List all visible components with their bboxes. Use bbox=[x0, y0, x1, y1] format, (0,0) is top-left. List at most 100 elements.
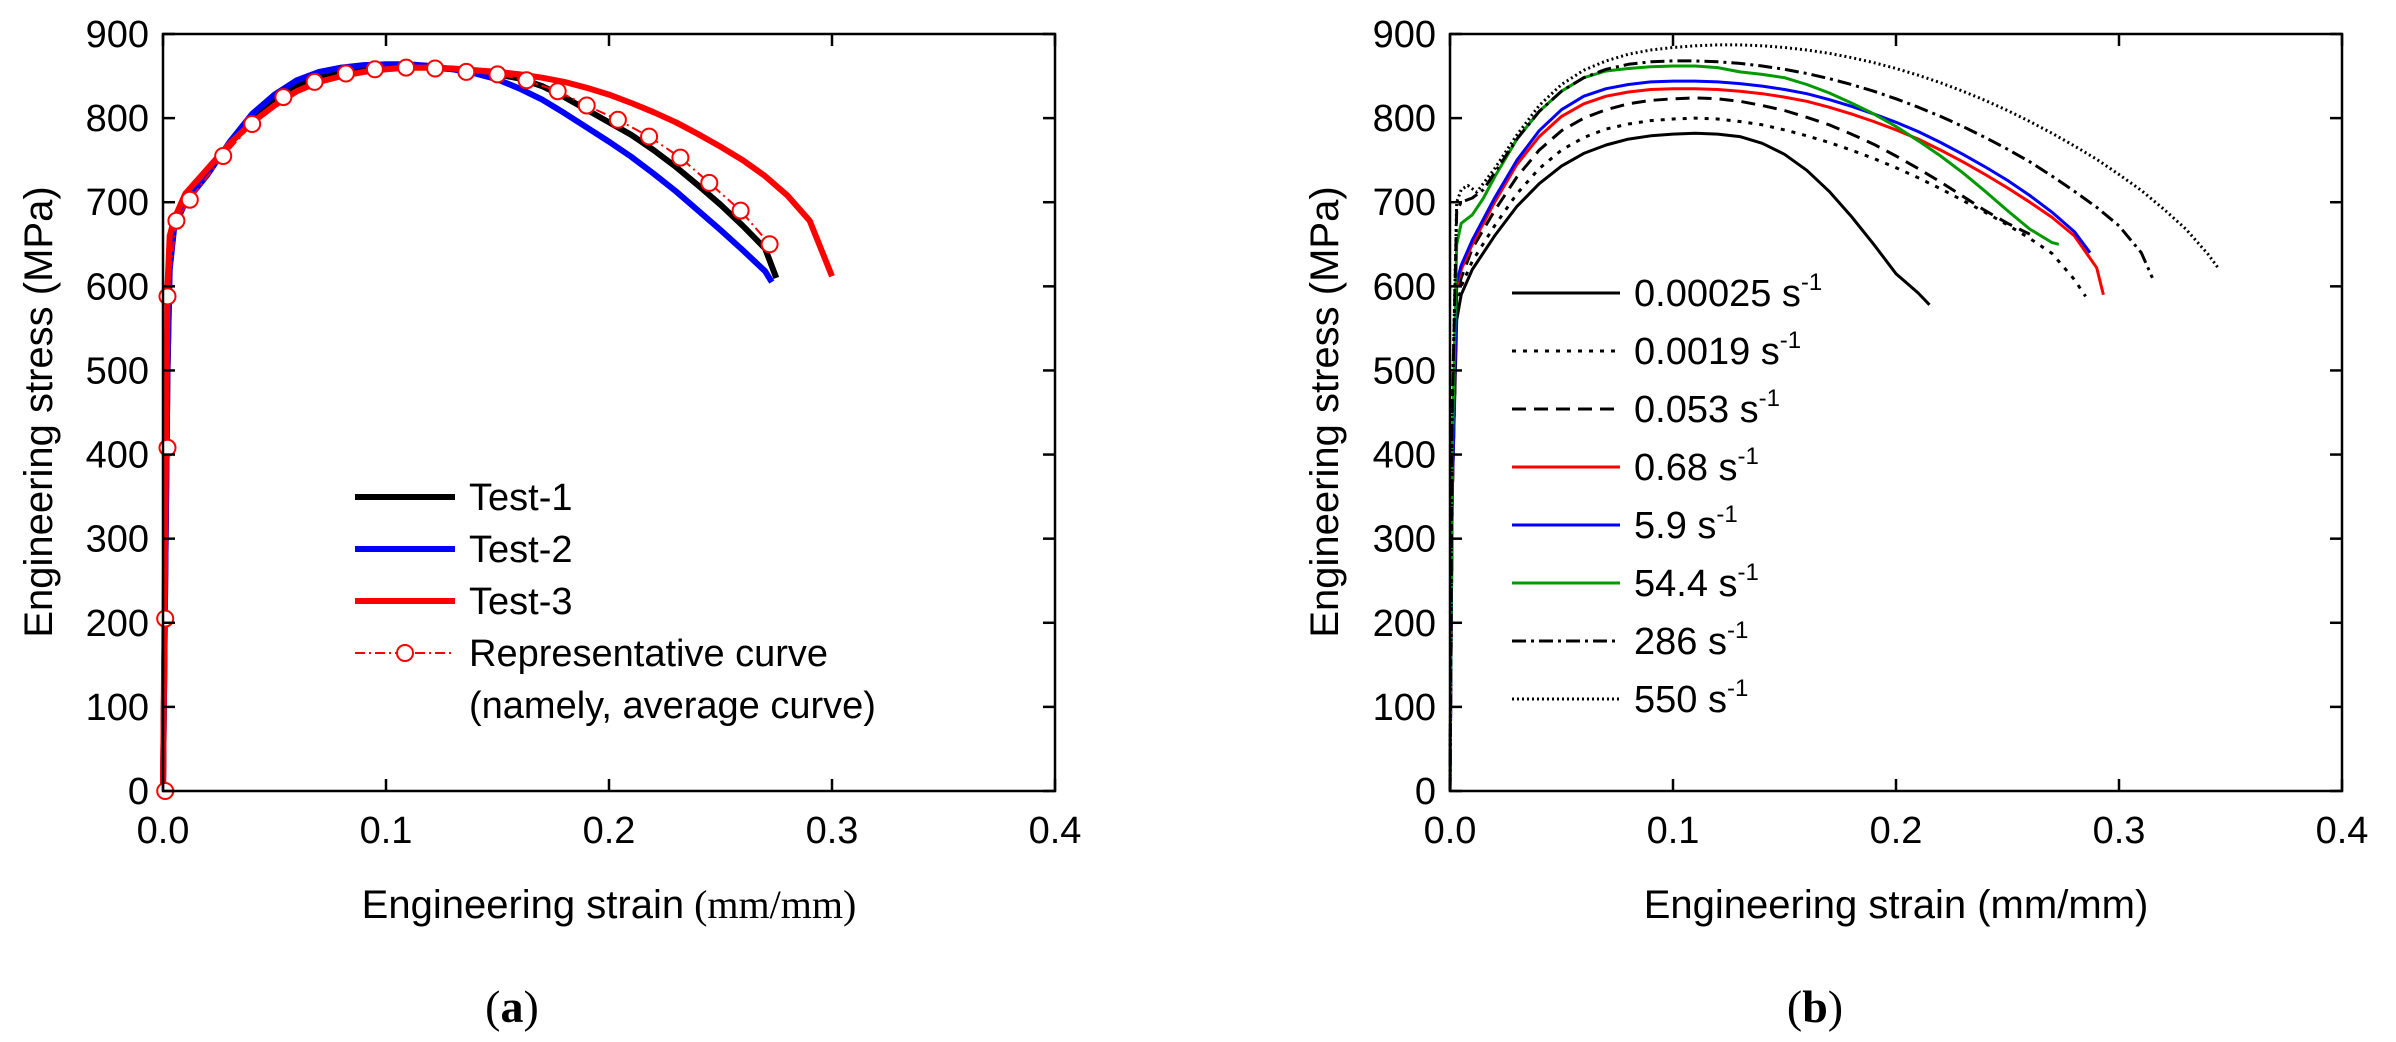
panel-b-legend-label-sup-5: -1 bbox=[1738, 559, 1759, 586]
panel-b-y-tick-label: 100 bbox=[1373, 687, 1436, 729]
panel-b-legend-label-sup-0: -1 bbox=[1801, 269, 1822, 296]
panel-a-y-tick-label: 800 bbox=[86, 98, 149, 140]
panel-b-legend-label-4: 5.9 s-1 bbox=[1634, 501, 1738, 547]
panel-b-x-tick-label: 0.3 bbox=[2093, 810, 2146, 852]
panel-b-legend-label-sup-6: -1 bbox=[1727, 617, 1748, 644]
panel-a: 0.0 0.1 0.2 0.3 0.4 0 100 200 300 400 500 600 700 800… bbox=[17, 14, 1081, 1032]
panel-b-legend-label-6: 286 s-1 bbox=[1634, 617, 1748, 663]
panel-a-series-3-marker bbox=[243, 115, 262, 133]
panel-b-series-line-5 bbox=[1448, 64, 2060, 792]
panel-b-legend-label-sup-7: -1 bbox=[1727, 675, 1748, 702]
panel-a-x-tick-label: 0.2 bbox=[583, 810, 636, 852]
panel-a-series-3-marker bbox=[457, 62, 476, 81]
panel-b-legend-label-1: 0.0019 s-1 bbox=[1634, 327, 1801, 373]
panel-a-series-3-marker bbox=[700, 173, 719, 192]
panel-b-caption: (b) bbox=[1787, 981, 1843, 1032]
panel-a-series-3-marker bbox=[397, 58, 416, 77]
panel-b-series-line-1 bbox=[1448, 116, 2087, 792]
panel-a-x-tick-label: 0.1 bbox=[360, 810, 413, 852]
panel-b-caption-letter: b bbox=[1802, 981, 1828, 1032]
panel-b-legend-label-3: 0.68 s-1 bbox=[1634, 443, 1759, 489]
panel-b-y-tick-label: 300 bbox=[1373, 519, 1436, 561]
panel-b-series-line-6 bbox=[1448, 59, 2154, 792]
panel-b-y-tick-label: 600 bbox=[1373, 266, 1436, 308]
panel-a-legend-marker-3 bbox=[396, 644, 414, 662]
panel-a-x-tick-label: 0.4 bbox=[1029, 810, 1082, 852]
panel-b-plot-frame bbox=[1448, 32, 2344, 793]
panel-a-x-axis-label-text: Engineering strain bbox=[362, 883, 684, 927]
panel-a-series-line-3 bbox=[164, 66, 771, 791]
panel-a-legend: Test-1 Test-2 Test-3 Representative curve (n… bbox=[355, 477, 876, 727]
panel-b-x-tick-label: 0.1 bbox=[1647, 810, 1700, 852]
panel-a-series-3-marker bbox=[488, 65, 507, 84]
panel-b-series-line-4 bbox=[1448, 79, 2092, 792]
panel-b-legend: 0.00025 s-1 0.0019 s-1 0.053 s-1 0.68 s-1 5.… bbox=[1512, 269, 1822, 721]
panel-b: 0.0 0.1 0.2 0.3 0.4 0 100 200 300 400 500 600 700 800… bbox=[1303, 14, 2368, 1032]
panel-b-x-tick-label: 0.2 bbox=[1870, 810, 1923, 852]
panel-a-caption-letter: a bbox=[501, 981, 524, 1032]
panel-a-legend-label-3: Representative curve bbox=[469, 633, 828, 675]
panel-a-y-axis-label: Engineering stress (MPa) bbox=[17, 186, 61, 637]
panel-b-legend-label-2: 0.053 s-1 bbox=[1634, 385, 1780, 431]
panel-a-legend-label-2: Test-3 bbox=[469, 581, 572, 623]
panel-b-legend-label-7: 550 s-1 bbox=[1634, 675, 1748, 721]
panel-b-axes: 0.0 0.1 0.2 0.3 0.4 0 100 200 300 400 500 600 700 800… bbox=[1373, 14, 2369, 852]
panel-a-series-3-marker bbox=[760, 235, 779, 254]
panel-a-legend-label-0: Test-1 bbox=[469, 477, 572, 519]
panel-a-series-3-marker bbox=[671, 148, 690, 167]
panel-a-y-tick-label: 700 bbox=[86, 182, 149, 224]
panel-a-series-layer bbox=[156, 58, 835, 800]
panel-b-y-tick-label: 0 bbox=[1415, 771, 1436, 813]
panel-a-series-3-marker bbox=[640, 127, 659, 146]
panel-a-series-3-marker bbox=[608, 110, 627, 129]
panel-b-legend-label-sup-1: -1 bbox=[1780, 327, 1801, 354]
panel-b-y-tick-label: 400 bbox=[1373, 435, 1436, 477]
panel-b-legend-label-0: 0.00025 s-1 bbox=[1634, 269, 1822, 315]
panel-b-legend-label-sup-2: -1 bbox=[1759, 385, 1780, 412]
panel-a-y-tick-label: 600 bbox=[86, 266, 149, 308]
panel-a-series-3-marker bbox=[517, 71, 536, 90]
panel-b-x-tick-label: 0.4 bbox=[2316, 810, 2369, 852]
panel-b-series-line-7 bbox=[1448, 43, 2221, 792]
panel-b-y-axis-label: Engineering stress (MPa) bbox=[1303, 186, 1347, 637]
panel-a-caption: (a) bbox=[485, 981, 539, 1032]
panel-b-y-tick-label: 800 bbox=[1373, 98, 1436, 140]
panel-a-series-3-marker bbox=[577, 96, 596, 115]
panel-a-series-3-marker bbox=[731, 201, 750, 220]
panel-a-x-tick-label: 0.0 bbox=[137, 810, 190, 852]
panel-a-caption-open: ( bbox=[485, 981, 500, 1032]
panel-a-x-axis-unit: (mm/mm) bbox=[694, 882, 856, 927]
panel-a-series-3-marker bbox=[336, 64, 355, 83]
panel-a-y-tick-label: 400 bbox=[86, 435, 149, 477]
panel-a-series-3-marker bbox=[180, 190, 199, 209]
panel-b-caption-open: ( bbox=[1787, 981, 1802, 1032]
panel-a-y-tick-label: 100 bbox=[86, 687, 149, 729]
panel-a-series-3-marker bbox=[365, 60, 384, 79]
panel-a-y-tick-label: 300 bbox=[86, 519, 149, 561]
panel-b-legend-label-sup-3: -1 bbox=[1738, 443, 1759, 470]
panel-a-series-line-2 bbox=[160, 64, 835, 792]
panel-b-series-layer bbox=[1448, 43, 2221, 792]
panel-b-series-line-3 bbox=[1448, 87, 2105, 792]
panel-a-series-3-marker bbox=[274, 88, 293, 107]
panel-b-x-tick-label: 0.0 bbox=[1424, 810, 1477, 852]
panel-a-series-3-marker bbox=[426, 59, 445, 78]
panel-a-plot-frame bbox=[161, 32, 1057, 793]
panel-b-legend-label-5: 54.4 s-1 bbox=[1634, 559, 1759, 605]
panel-a-series-3-marker bbox=[305, 72, 324, 91]
panel-b-x-axis-label: Engineering strain (mm/mm) bbox=[1644, 883, 2149, 927]
panel-a-legend-label-3-line2: (namely, average curve) bbox=[469, 685, 876, 727]
panel-a-series-3-marker bbox=[156, 609, 175, 628]
panel-b-caption-close: ) bbox=[1828, 981, 1843, 1032]
panel-b-y-tick-label: 500 bbox=[1373, 350, 1436, 392]
panel-a-y-tick-label: 900 bbox=[86, 14, 149, 56]
panel-b-y-tick-label: 200 bbox=[1373, 603, 1436, 645]
panel-b-y-tick-label: 700 bbox=[1373, 182, 1436, 224]
panel-b-series-line-2 bbox=[1448, 96, 2031, 792]
panel-a-axes: 0.0 0.1 0.2 0.3 0.4 0 100 200 300 400 500 600 700 800… bbox=[86, 14, 1082, 852]
panel-b-y-tick-label: 900 bbox=[1373, 14, 1436, 56]
panel-a-y-tick-label: 500 bbox=[86, 350, 149, 392]
panel-b-series-line-0 bbox=[1448, 131, 1931, 792]
panel-a-x-tick-label: 0.3 bbox=[806, 810, 859, 852]
